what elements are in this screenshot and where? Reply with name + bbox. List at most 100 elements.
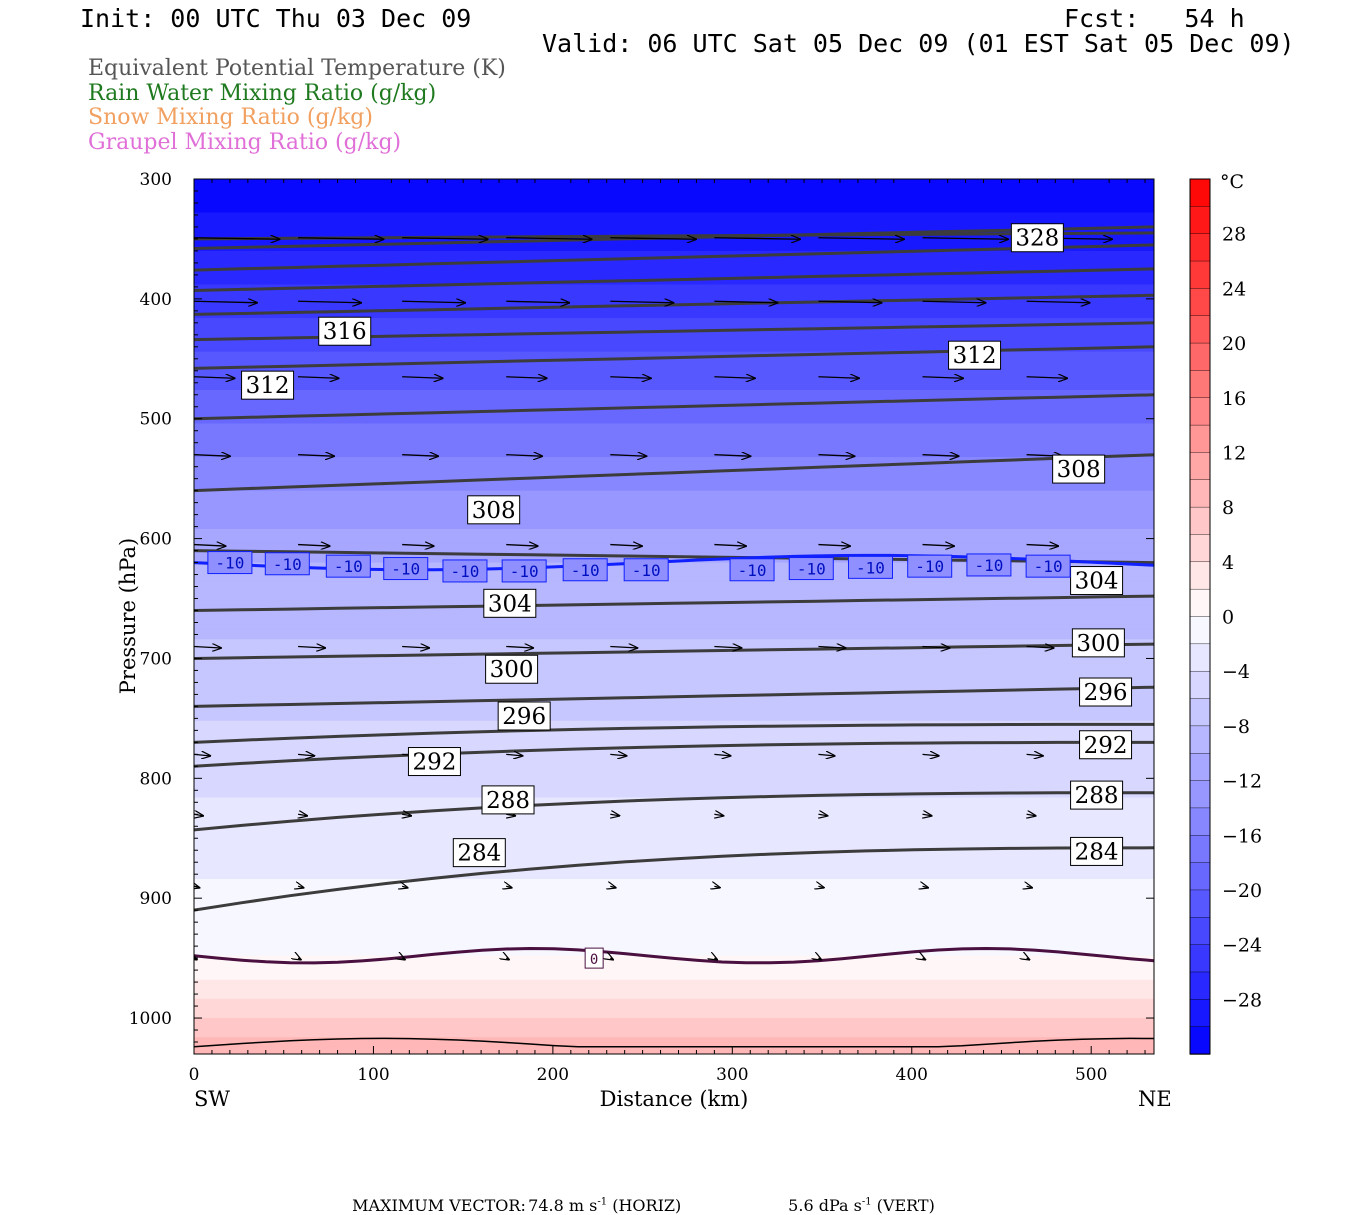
colorbar-swatch (1189, 616, 1211, 645)
theta-e-label: 312 (246, 373, 290, 399)
temperature-band (194, 701, 1154, 707)
temperature-band (194, 605, 1154, 612)
temperature-band (194, 562, 1154, 568)
temperature-band (194, 250, 1154, 257)
temperature-band (194, 279, 1154, 286)
legend-graupel: Graupel Mixing Ratio (g/kg) (88, 130, 402, 155)
isotherm-label: -10 (215, 554, 244, 573)
temperature-band (194, 452, 1154, 458)
wind-vector (506, 455, 542, 457)
colorbar-swatch (1189, 944, 1211, 973)
temperature-band (194, 1027, 1154, 1034)
colorbar-swatch (1189, 315, 1211, 344)
temperature-band (194, 720, 1154, 727)
temperature-band (194, 898, 1154, 904)
temperature-band (194, 533, 1154, 540)
temperature-band (194, 361, 1154, 367)
isotherm-label-box (623, 558, 669, 582)
wind-vector (506, 958, 509, 960)
wind-vector (1026, 377, 1068, 379)
theta-e-line (194, 453, 1154, 493)
theta-e-label-box (483, 588, 537, 618)
theta-e-label-box (452, 838, 506, 868)
temperature-band (194, 270, 1154, 276)
theta-e-label-box (1052, 454, 1106, 484)
wind-vector (298, 754, 314, 756)
temperature-band (194, 581, 1154, 588)
colorbar-swatch (1189, 342, 1211, 372)
temperature-band (194, 246, 1154, 252)
colorbar-tick-label: −20 (1222, 880, 1262, 902)
colorbar-tick-label: −12 (1222, 771, 1262, 793)
temperature-band (194, 385, 1154, 391)
y-tick-label: 300 (140, 170, 172, 190)
temperature-band (194, 188, 1154, 194)
colorbar-tick-label: 20 (1222, 333, 1246, 355)
temperature-band (194, 481, 1154, 487)
colorbar-swatch (1189, 260, 1211, 290)
theta-e-label-box (1010, 223, 1064, 253)
theta-e-label: 328 (1015, 226, 1059, 252)
temperature-band (194, 687, 1154, 693)
theta-e-label: 304 (488, 591, 532, 617)
wind-vector (818, 545, 850, 547)
colorbar-tick-label: −8 (1222, 716, 1250, 738)
wind-vector (1027, 814, 1036, 816)
temperature-band (194, 289, 1154, 295)
wind-vector (922, 754, 939, 756)
theta-e-label-box (481, 785, 535, 815)
temperature-band (194, 879, 1154, 885)
wind-vector (194, 646, 221, 648)
temperature-band (194, 596, 1154, 602)
temperature-band (194, 380, 1154, 386)
temperature-band (194, 217, 1154, 223)
temperature-band (194, 576, 1154, 583)
isotherm-label-box (383, 557, 429, 581)
horizontal-max: 74.8 m s-1 (HORIZ) (518, 1177, 681, 1215)
temperature-band (194, 466, 1154, 473)
temperature-band (194, 1037, 1154, 1043)
temperature-band (194, 663, 1154, 669)
horizontal-tag: (HORIZ) (612, 1196, 682, 1215)
temperature-shading (194, 179, 1154, 1054)
temperature-band (194, 461, 1154, 468)
temperature-band (194, 778, 1154, 784)
temperature-band (194, 193, 1154, 199)
isotherm-label: -10 (451, 562, 480, 581)
wind-vector (1026, 301, 1090, 303)
wind-vector (923, 886, 928, 888)
temperature-band (194, 202, 1154, 209)
theta-e-label-box (497, 701, 551, 731)
temperature-band (194, 1013, 1154, 1019)
temperature-band (194, 998, 1154, 1005)
colorbar-swatch (1189, 643, 1211, 672)
wind-vector (402, 545, 434, 547)
temperature-band (194, 759, 1154, 765)
vertical-max: 5.6 dPa s-1 (VERT) (778, 1177, 935, 1215)
y-tick-label: 400 (140, 290, 172, 310)
temperature-band (194, 840, 1154, 847)
temperature-band (194, 476, 1154, 482)
colorbar-tick-label: 12 (1222, 442, 1246, 464)
theta-e-line (194, 791, 1154, 832)
temperature-band (194, 893, 1154, 899)
temperature-band (194, 629, 1154, 636)
temperature-band (194, 989, 1154, 995)
temperature-band (194, 917, 1154, 923)
wind-vector (818, 238, 904, 240)
wind-vector (818, 377, 859, 379)
isotherm-label-box (966, 553, 1012, 577)
temperature-band (194, 902, 1154, 909)
temperature-band (194, 572, 1154, 578)
temperature-band (194, 979, 1154, 986)
wind-vector (298, 377, 339, 379)
theta-e-line (194, 740, 1154, 768)
theta-e-label-box (467, 495, 521, 525)
temperature-band (194, 346, 1154, 353)
wind-vector (506, 301, 569, 303)
temperature-band (194, 294, 1154, 300)
wind-vector (714, 377, 755, 379)
legend-theta-e: Equivalent Potential Temperature (K) (88, 56, 506, 81)
temperature-band (194, 1022, 1154, 1029)
temperature-band (194, 548, 1154, 554)
